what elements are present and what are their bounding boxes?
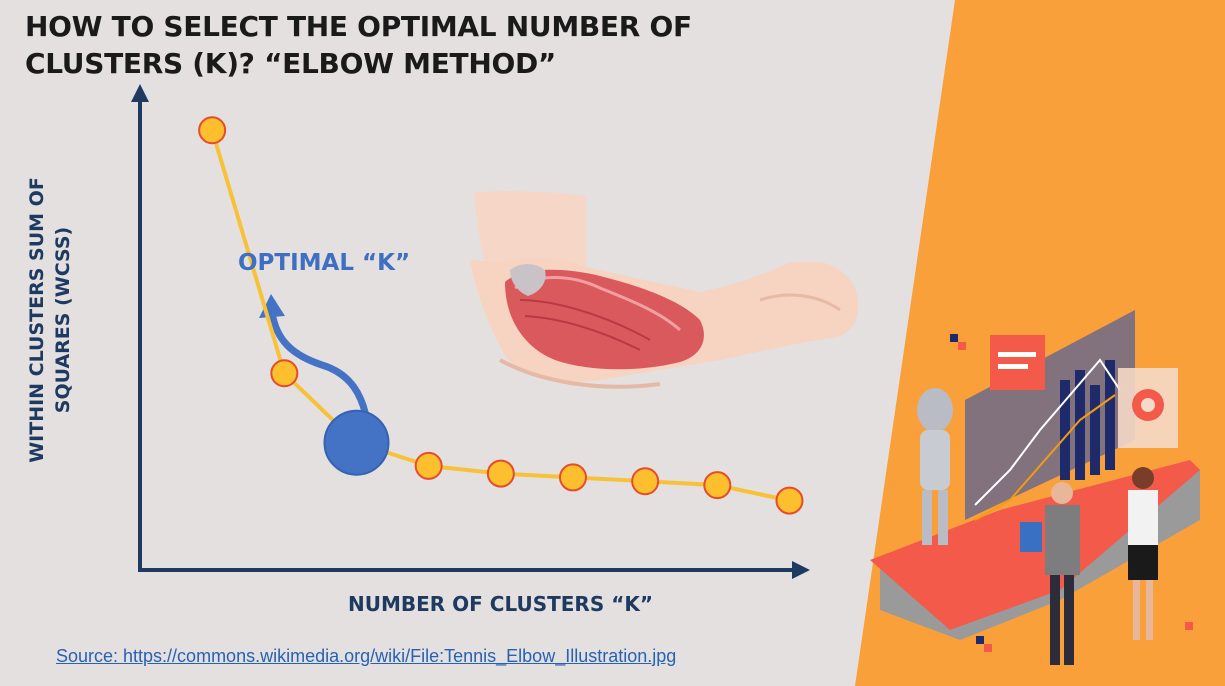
data-point-k-5 (486, 459, 515, 488)
data-point-k-9 (775, 486, 804, 515)
elbow-anatomy-illustration (470, 191, 859, 389)
slide-title-line-2: CLUSTERS (K)? “ELBOW METHOD” (25, 47, 556, 80)
robot-analytics-scene-illustration (870, 310, 1200, 665)
y-axis-label-line-2: SQUARES (WCSS) (52, 226, 74, 414)
y-axis-label-line-1: WITHIN CLUSTERS SUM OF (26, 177, 48, 463)
y-axis-label: WITHIN CLUSTERS SUM OF SQUARES (WCSS) (24, 110, 76, 530)
x-axis-label: NUMBER OF CLUSTERS “K” (348, 592, 653, 616)
data-point-k-6 (558, 463, 587, 492)
data-point-k-1 (198, 116, 227, 145)
optimal-k-arrow (268, 311, 373, 449)
slide-title-line-1: HOW TO SELECT THE OPTIMAL NUMBER OF (25, 10, 692, 43)
x-axis-arrowhead (792, 561, 810, 579)
source-link[interactable]: Source: https://commons.wikimedia.org/wi… (56, 646, 677, 666)
data-point-k-2 (270, 359, 299, 388)
optimal-k-label: OPTIMAL “K” (238, 250, 411, 276)
y-axis-arrowhead (131, 84, 149, 102)
optimal-k-point (323, 409, 390, 476)
data-point-k-7 (631, 467, 660, 496)
slide-title: HOW TO SELECT THE OPTIMAL NUMBER OF CLUS… (25, 8, 785, 82)
data-point-k-4 (414, 451, 443, 480)
data-point-k-8 (703, 471, 732, 500)
